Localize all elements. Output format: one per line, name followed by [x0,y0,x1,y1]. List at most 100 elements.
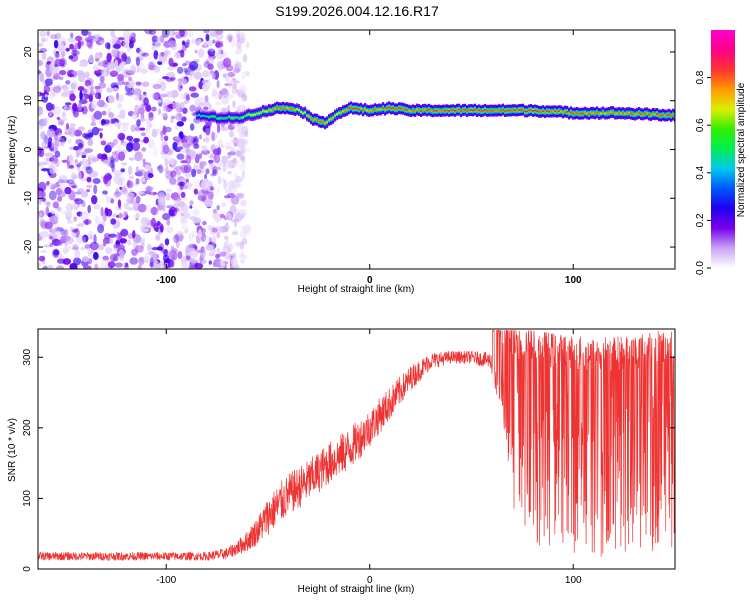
heatmap-cell [230,195,240,205]
heatmap-cell [220,88,228,96]
heatmap-cell [234,172,239,179]
heatmap-cell [216,123,221,134]
heatmap-cell [44,94,48,98]
heatmap-cell [91,195,98,205]
heatmap-cell [117,199,122,208]
heatmap-cell [208,260,212,265]
heatmap-cell [71,174,78,180]
heatmap-cell [97,62,104,67]
heatmap-cell [420,110,423,112]
heatmap-cell [219,259,226,268]
heatmap-cell [502,108,505,111]
heatmap-cell [78,101,82,111]
heatmap-cell [620,112,623,115]
heatmap-cell [76,163,82,168]
heatmap-cell [231,160,240,164]
spectrogram-x-tick-label: 0 [367,275,373,286]
heatmap-cell [238,209,247,217]
figure-title: S199.2026.004.12.16.R17 [275,3,439,19]
heatmap-cell [294,109,297,111]
heatmap-cell [128,157,135,161]
heatmap-cell [274,107,277,110]
heatmap-cell [179,102,185,108]
snr-x-tick-label: 0 [367,575,373,586]
heatmap-cell [182,141,187,148]
heatmap-cell [522,108,525,111]
heatmap-cell [103,232,111,240]
heatmap-cell [136,191,144,195]
heatmap-cell [214,225,223,234]
heatmap-cell [376,109,379,111]
heatmap-cell [182,78,188,85]
heatmap-cell [65,47,70,52]
heatmap-cell [119,109,126,119]
heatmap-cell [58,76,64,81]
heatmap-cell [239,37,245,44]
heatmap-cell [174,51,183,59]
heatmap-cell [165,91,173,98]
heatmap-cell [231,231,239,236]
heatmap-cell [242,53,248,63]
heatmap-cell [141,147,147,152]
heatmap-cell [226,34,234,41]
heatmap-cell [238,32,246,37]
heatmap-cell [112,43,121,49]
heatmap-cell [110,218,117,225]
heatmap-cell [596,111,599,114]
heatmap-cell [221,95,230,105]
heatmap-cell [235,30,241,39]
heatmap-cell [64,102,72,106]
heatmap-cell [178,30,185,37]
heatmap-cell [107,94,115,104]
heatmap-cell [434,109,437,112]
heatmap-cell [123,39,129,49]
heatmap-cell [116,93,124,103]
heatmap-cell [520,109,523,111]
heatmap-cell [179,85,183,89]
heatmap-cell [44,78,53,86]
heatmap-cell [234,213,243,222]
heatmap-cell [95,128,103,132]
heatmap-cell [50,86,55,96]
heatmap-cell [302,112,305,114]
heatmap-cell [64,186,72,195]
heatmap-cell [230,179,237,188]
heatmap-cell [237,35,246,44]
heatmap-cell [150,206,159,216]
heatmap-cell [226,93,235,99]
heatmap-cell [194,49,198,54]
heatmap-cell [97,153,103,160]
snr-y-axis: 0 100 200 300 [22,348,675,572]
heatmap-cell [133,138,140,143]
heatmap-cell [232,228,238,235]
heatmap-cell [282,106,285,109]
heatmap-cell [223,179,227,190]
heatmap-cell [213,258,223,268]
heatmap-cell [138,222,144,226]
heatmap-cell [241,170,245,180]
heatmap-cell [414,110,417,112]
heatmap-cell [140,68,149,74]
heatmap-cell [128,139,133,149]
heatmap-cell [126,180,134,189]
heatmap-cell [45,102,53,111]
heatmap-cell [161,30,170,38]
heatmap-cell [370,109,373,112]
heatmap-cell [540,110,543,113]
heatmap-cell [241,92,247,102]
heatmap-cell [159,81,167,92]
heatmap-cell [552,110,555,113]
heatmap-cell [630,112,633,115]
heatmap-cell [65,80,71,85]
heatmap-cell [466,110,469,112]
heatmap-cell [660,114,663,117]
heatmap-cell [666,114,669,117]
heatmap-cell [46,30,50,37]
heatmap-cell [191,168,197,178]
heatmap-cell [54,227,64,232]
spectrogram-x-axis-label: Height of straight line (km) [298,284,415,295]
heatmap-cell [610,111,613,113]
heatmap-cell [148,112,154,122]
heatmap-cell [225,188,232,194]
